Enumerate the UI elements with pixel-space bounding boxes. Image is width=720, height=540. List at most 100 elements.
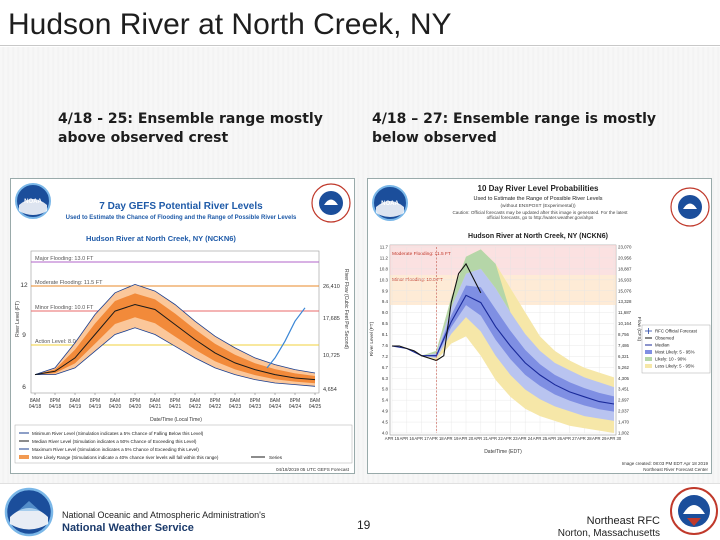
right-legend-swatch: [645, 350, 652, 354]
left-x-tick-label: 8AM: [190, 398, 200, 404]
right-legend-label: Observed: [655, 336, 675, 341]
left-x-tick-label: 8AM: [110, 398, 120, 404]
footer: [0, 483, 720, 540]
left-median-line: [34, 303, 316, 381]
noaa-footer-logo-icon: [4, 487, 54, 537]
right-r-tick-label: 8,756: [618, 332, 630, 337]
left-min-line: [35, 327, 316, 387]
left-x-tick-date: 04/24: [289, 404, 302, 410]
left-x-tick-date: 04/20: [129, 404, 142, 410]
right-y-tick-label: 6.7: [382, 365, 389, 370]
right-r-ticks: 23,070 20,956 18,887 16,933 15,076 13,328 11,6…: [618, 245, 632, 436]
right-x-tick-label: APR 28: [577, 436, 592, 441]
right-y-tick-label: 11.2: [380, 255, 389, 260]
left-x-tick-label: 8AM: [30, 398, 40, 404]
left-x-tick-date: 04/22: [209, 404, 222, 410]
right-r-tick-label: 20,956: [618, 255, 632, 260]
right-legend-label: RFC Official Forecast: [655, 329, 698, 334]
left-x-tick-date: 04/19: [89, 404, 102, 410]
footer-rfc-line2: Norton, Massachusetts: [557, 528, 660, 539]
left-moderate-label: Moderate Flooding: 11.5 FT: [35, 280, 103, 286]
left-action-label: Action Level: 8.0 FT: [35, 339, 85, 345]
left-x-tick-label: 8PM: [90, 398, 100, 404]
right-y-tick-label: 10.8: [379, 266, 388, 271]
right-y-tick-label: 10.3: [379, 277, 388, 282]
right-r-tick-label: 5,262: [618, 365, 630, 370]
right-r-tick-label: 23,070: [618, 245, 632, 250]
right-legend-label: Most Likely: 5 - 95%: [655, 350, 695, 355]
left-legend-1: Median River Level (Simulation indicates…: [32, 439, 197, 444]
nws-seal-icon: [311, 183, 351, 223]
right-y-axis-label: River Level (FT): [369, 321, 375, 356]
right-x-ticks: APR 15 APR 16 APR 17 APR 18 APR 19 APR 20 APR …: [385, 436, 622, 441]
right-r-tick-label: 18,887: [618, 266, 632, 271]
right-y-tick-label: 7.2: [382, 354, 389, 359]
right-r-tick-label: 2,697: [618, 398, 630, 403]
left-y-tick-1: 9: [22, 332, 26, 339]
left-minor-label: Minor Flooding: 10.0 FT: [35, 305, 94, 311]
right-r-tick-label: 1,002: [618, 431, 630, 436]
right-moderate-band: [390, 245, 616, 275]
right-legend-box: [641, 324, 711, 374]
left-r-tick-2: 10,725: [323, 353, 340, 359]
noaa-logo-icon: NOAA: [372, 185, 408, 221]
slide-title-bar: Hudson River at North Creek, NY: [0, 0, 720, 46]
left-x-ticks: 8AM04/188PM04/188AM04/198PM04/198AM04/20…: [29, 393, 322, 410]
left-x-tick-date: 04/24: [269, 404, 282, 410]
left-likely-range: [35, 293, 315, 384]
left-right-axis-label: River Flow (Cubic Feet Per Second): [343, 269, 349, 349]
right-producer: Northeast River Forecast Center: [643, 467, 708, 472]
left-logo-text: NOAA: [24, 199, 42, 205]
left-x-tick-date: 04/25: [309, 404, 322, 410]
right-timestamp: Image created: 08:03 PM EDT Apr 18 2019: [622, 461, 709, 466]
right-r-tick-label: 10,164: [618, 321, 632, 326]
right-legend-label: Median: [655, 343, 670, 348]
left-max-line: [34, 283, 316, 375]
right-x-tick-label: APR 19: [444, 436, 459, 441]
left-x-tick-date: 04/18: [49, 404, 62, 410]
right-chart-subtitle: Used to Estimate the Range of Possible R…: [473, 196, 602, 202]
left-legend-series: Series: [269, 455, 283, 460]
right-r-tick-label: 11,687: [618, 310, 632, 315]
right-y-tick-label: 9.4: [382, 299, 389, 304]
right-legend-label: Less Likely: 5 - 95%: [655, 364, 694, 369]
right-y-tick-label: 9.0: [382, 310, 389, 315]
right-r-tick-label: 15,076: [618, 288, 632, 293]
left-x-tick-date: 04/18: [29, 404, 42, 410]
right-legend-swatch: [645, 357, 652, 361]
nws-seal-icon: [670, 187, 710, 227]
left-x-tick-label: 8PM: [290, 398, 300, 404]
left-x-tick-date: 04/23: [249, 404, 262, 410]
left-x-tick-label: 8PM: [210, 398, 220, 404]
right-series-group: [391, 247, 615, 433]
right-y-tick-label: 8.1: [382, 332, 389, 337]
right-r-tick-label: 4,305: [618, 376, 630, 381]
right-y-tick-label: 8.5: [382, 321, 389, 326]
left-x-tick-label: 8AM: [270, 398, 280, 404]
right-y-tick-label: 9.9: [382, 288, 389, 293]
footer-agency-line1: National Oceanic and Atmospheric Adminis…: [62, 510, 266, 520]
right-most-likely-band: [392, 285, 614, 412]
right-chart-svg: NOAA 10 Day River Level Probabilities Us…: [369, 184, 711, 472]
nws-footer-seal-icon: [670, 487, 718, 535]
right-legend-swatch: [645, 364, 652, 368]
right-y-tick-label: 5.8: [382, 387, 389, 392]
left-x-tick-date: 04/20: [109, 404, 122, 410]
right-chart-location: Hudson River at North Creek, NY (NCKN6): [468, 233, 608, 240]
left-r-tick-1: 17,685: [323, 316, 340, 322]
left-y-tick-2: 6: [22, 384, 26, 391]
right-x-tick-label: APR 30: [607, 436, 622, 441]
right-x-tick-label: APR 25: [533, 436, 548, 441]
right-chart-title: 10 Day River Level Probabilities: [478, 184, 599, 193]
left-chart-subtitle: Used to Estimate the Chance of Flooding …: [66, 215, 297, 221]
left-chart-location: Hudson River at North Creek, NY (NCKN6): [86, 234, 236, 243]
slide-title: Hudson River at North Creek, NY: [8, 8, 452, 41]
left-x-tick-date: 04/21: [169, 404, 182, 410]
right-chart-subtitle2: (without ENSPOST (Experimental)): [500, 203, 575, 209]
right-y-tick-label: 4.5: [382, 420, 389, 425]
footer-agency-line2: National Weather Service: [62, 522, 194, 534]
left-chart-panel: NOAA 7 Day GEFS Potential River Levels U…: [10, 178, 355, 474]
left-x-tick-label: 8PM: [50, 398, 60, 404]
right-x-tick-label: APR 26: [548, 436, 563, 441]
right-r-tick-label: 2,037: [618, 409, 630, 414]
